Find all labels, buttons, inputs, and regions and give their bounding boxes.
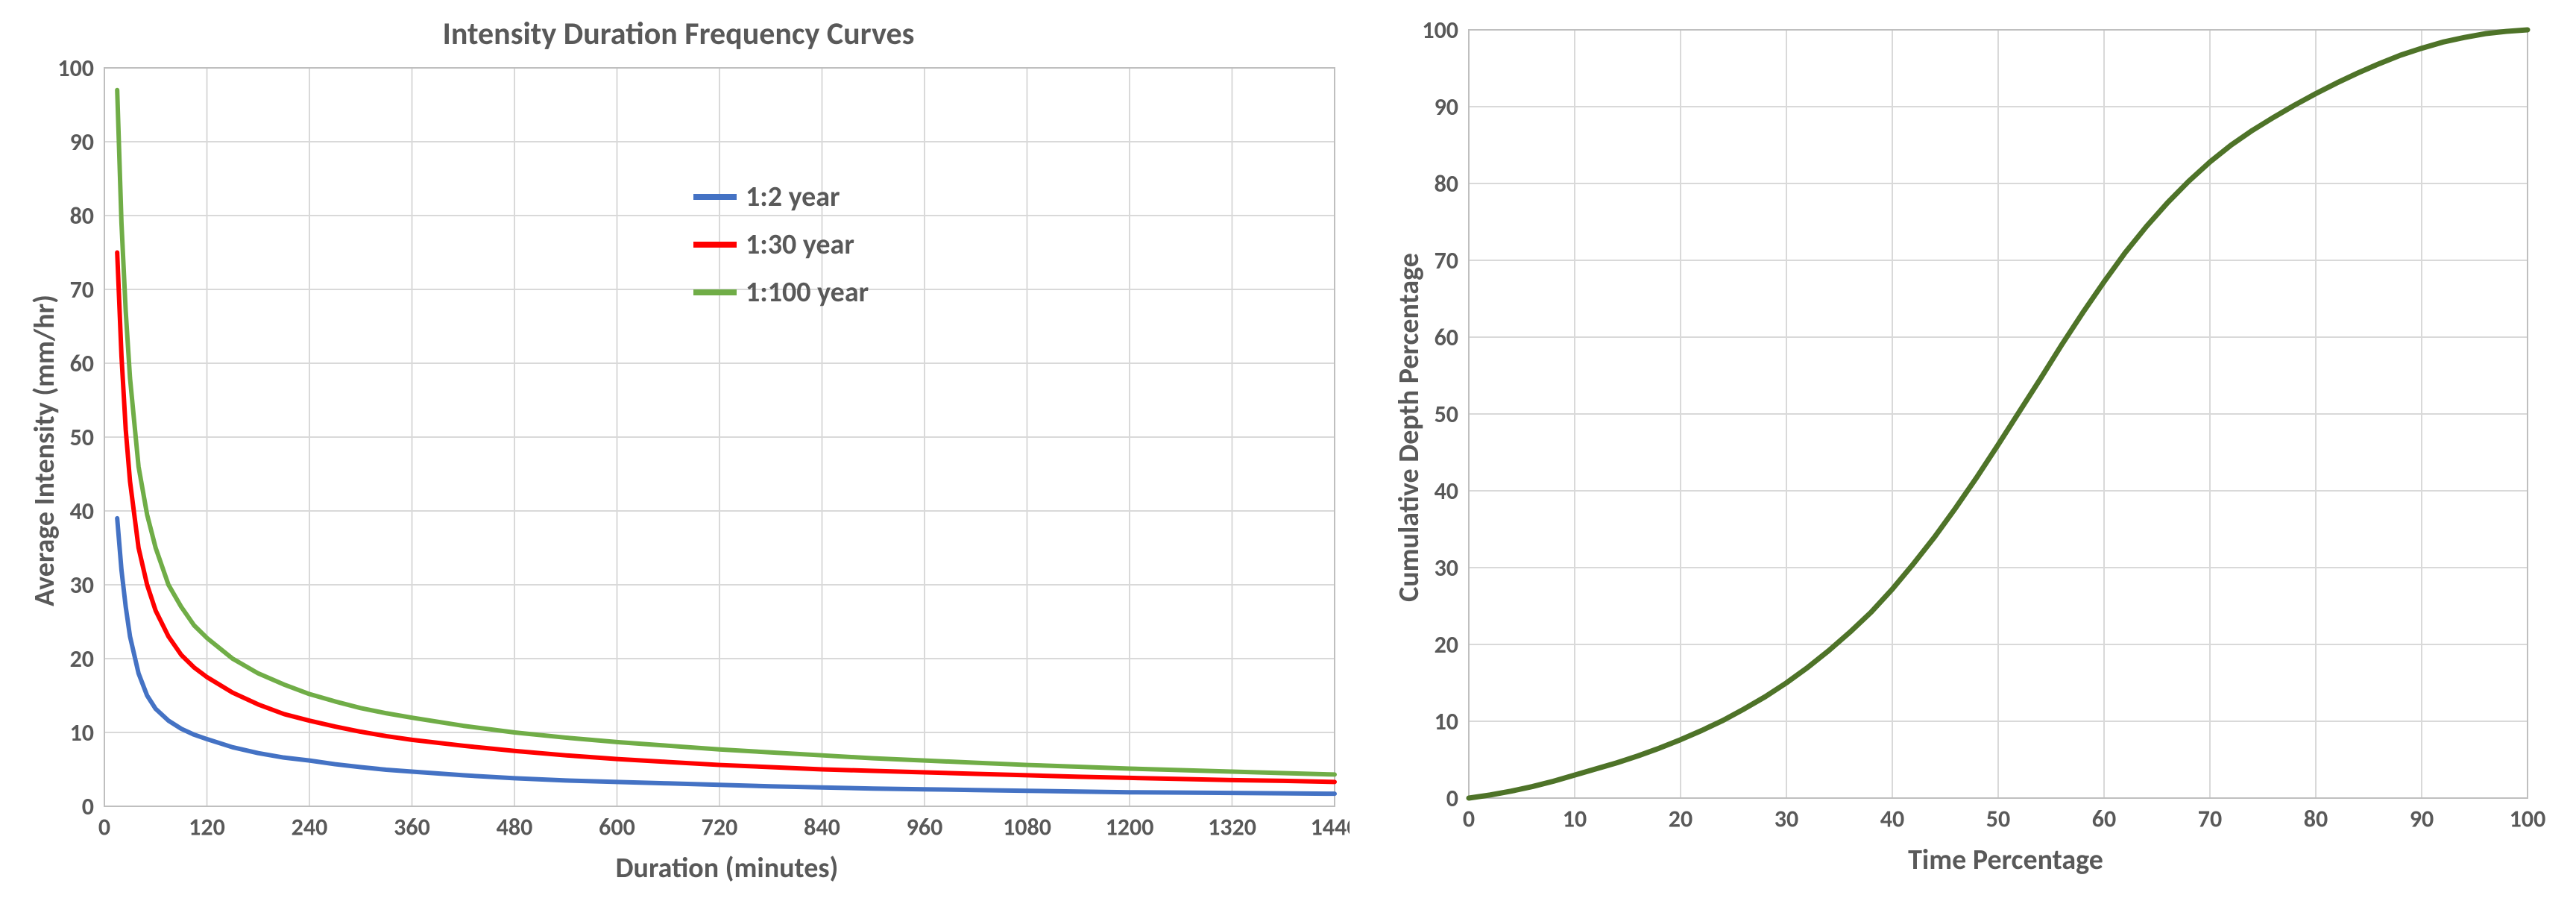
- svg-text:30: 30: [70, 571, 94, 600]
- svg-text:0: 0: [82, 792, 94, 821]
- svg-text:0: 0: [1463, 804, 1475, 833]
- svg-text:70: 70: [1435, 246, 1458, 275]
- legend-swatch: [693, 289, 737, 295]
- svg-text:50: 50: [70, 423, 94, 452]
- scurve-y-axis-label: Cumulative Depth Percentage: [1392, 196, 1426, 659]
- svg-text:50: 50: [1435, 400, 1458, 429]
- legend-label: 1:100 year: [746, 275, 869, 310]
- svg-text:10: 10: [1563, 804, 1587, 833]
- svg-text:70: 70: [70, 275, 94, 304]
- idf-chart-title: Intensity Duration Frequency Curves: [7, 15, 1350, 53]
- legend-item: 1:30 year: [693, 227, 869, 262]
- svg-text:30: 30: [1774, 804, 1798, 833]
- svg-text:600: 600: [599, 812, 635, 841]
- legend-item: 1:2 year: [693, 180, 869, 214]
- svg-text:240: 240: [292, 812, 328, 841]
- svg-text:1320: 1320: [1208, 812, 1256, 841]
- svg-text:0: 0: [1446, 784, 1458, 813]
- svg-text:1200: 1200: [1106, 812, 1154, 841]
- svg-text:40: 40: [1880, 804, 1904, 833]
- scurve-x-axis-label: Time Percentage: [1461, 843, 2550, 877]
- svg-text:100: 100: [2510, 804, 2546, 833]
- svg-text:90: 90: [70, 128, 94, 157]
- chart-pair: Intensity Duration Frequency Curves Aver…: [0, 0, 2576, 904]
- svg-text:480: 480: [497, 812, 533, 841]
- legend-item: 1:100 year: [693, 275, 869, 310]
- legend-label: 1:2 year: [746, 180, 840, 214]
- scurve-chart-svg: 0 10 20 30 40 50 60 70 80 90 100 0 10 20 30 40 50 60 70 80 9…: [1372, 15, 2550, 843]
- legend-swatch: [693, 242, 737, 248]
- svg-text:40: 40: [1435, 477, 1458, 506]
- svg-text:60: 60: [1435, 323, 1458, 352]
- svg-text:80: 80: [70, 201, 94, 230]
- svg-text:80: 80: [1435, 169, 1458, 198]
- svg-text:40: 40: [70, 497, 94, 526]
- svg-text:960: 960: [907, 812, 943, 841]
- svg-text:720: 720: [702, 812, 738, 841]
- svg-text:50: 50: [1986, 804, 2010, 833]
- idf-legend: 1:2 year 1:30 year 1:100 year: [693, 180, 869, 323]
- svg-text:60: 60: [70, 349, 94, 378]
- svg-text:100: 100: [57, 60, 94, 83]
- svg-text:1440: 1440: [1311, 812, 1350, 841]
- idf-x-axis-label: Duration (minutes): [104, 851, 1350, 885]
- svg-text:360: 360: [394, 812, 430, 841]
- svg-text:90: 90: [1435, 92, 1458, 122]
- scurve-chart-panel: Cumulative Depth Percentage 0 10 20 30 40 50 6…: [1364, 0, 2576, 904]
- scurve-chart-body: Cumulative Depth Percentage 0 10 20 30 40 50 6…: [1372, 15, 2550, 880]
- svg-text:20: 20: [1669, 804, 1692, 833]
- legend-label: 1:30 year: [746, 227, 854, 262]
- idf-chart-body: Average Intensity (mm/hr) 0 120 240 360 480 6…: [7, 60, 1350, 881]
- svg-text:10: 10: [70, 718, 94, 747]
- svg-text:0: 0: [98, 812, 110, 841]
- svg-text:20: 20: [1435, 630, 1458, 659]
- svg-text:60: 60: [2092, 804, 2116, 833]
- svg-text:90: 90: [2410, 804, 2434, 833]
- svg-text:100: 100: [1422, 16, 1458, 45]
- svg-text:120: 120: [189, 812, 225, 841]
- svg-text:80: 80: [2304, 804, 2328, 833]
- svg-text:840: 840: [804, 812, 840, 841]
- idf-chart-svg: 0120240360480600720840960108012001320144…: [7, 60, 1350, 851]
- svg-text:10: 10: [1435, 707, 1458, 736]
- svg-text:30: 30: [1435, 553, 1458, 583]
- svg-text:20: 20: [70, 644, 94, 674]
- svg-text:1080: 1080: [1003, 812, 1051, 841]
- svg-text:70: 70: [2198, 804, 2222, 833]
- idf-chart-panel: Intensity Duration Frequency Curves Aver…: [0, 0, 1364, 904]
- legend-swatch: [693, 194, 737, 200]
- idf-y-axis-label: Average Intensity (mm/hr): [28, 227, 62, 674]
